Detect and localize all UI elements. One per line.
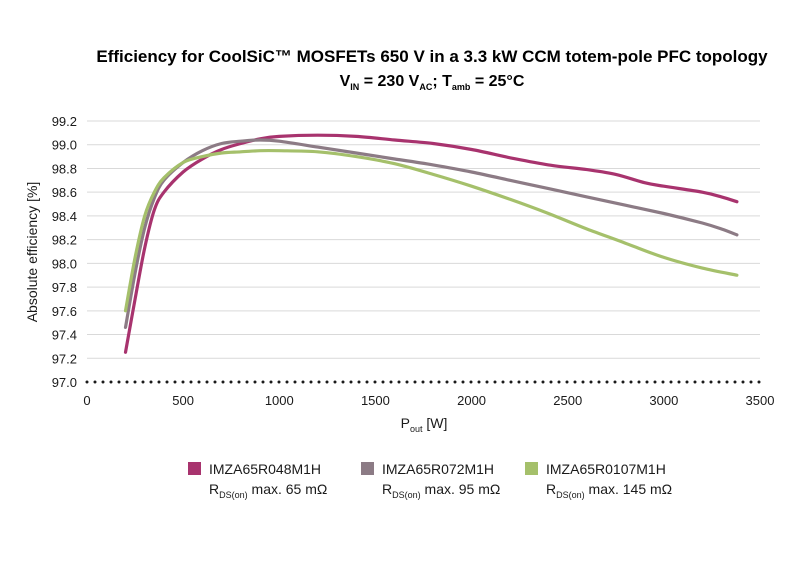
series-line-imza65r072m1h: [123, 138, 739, 329]
y-tick-label: 98.8: [52, 161, 77, 176]
x-tick-label: 3000: [649, 393, 678, 408]
y-tick-label: 98.2: [52, 233, 77, 248]
y-tick-label: 97.6: [52, 304, 77, 319]
legend-item-imza65r072m1h: IMZA65R072M1H RDS(on) max. 95 mΩ: [361, 461, 500, 500]
x-tick-label: 500: [172, 393, 194, 408]
y-axis-label: Absolute efficiency [%]: [24, 182, 40, 323]
legend-rds: RDS(on) max. 145 mΩ: [546, 481, 672, 500]
chart-subtitle: VIN = 230 VAC; Tamb = 25°C: [340, 73, 525, 92]
legend-item-imza65r0107m1h: IMZA65R0107M1H RDS(on) max. 145 mΩ: [525, 461, 672, 500]
y-tick-label: 98.4: [52, 209, 77, 224]
y-tick-label: 97.4: [52, 328, 77, 343]
series-line-imza65r048m1h: [123, 133, 739, 354]
x-tick-label: 1500: [361, 393, 390, 408]
legend-swatch: [361, 462, 374, 475]
y-tick-label: 97.8: [52, 280, 77, 295]
legend-rds: RDS(on) max. 95 mΩ: [382, 481, 500, 500]
legend-rds: RDS(on) max. 65 mΩ: [209, 481, 327, 500]
legend-swatch: [525, 462, 538, 475]
y-tick-label: 97.2: [52, 351, 77, 366]
legend-swatch: [188, 462, 201, 475]
x-tick-label: 3500: [746, 393, 775, 408]
y-tick-label: 99.0: [52, 138, 77, 153]
legend-label: IMZA65R072M1H: [382, 461, 494, 477]
legend-label: IMZA65R048M1H: [209, 461, 321, 477]
series-lines: [123, 133, 739, 354]
y-tick-label: 97.0: [52, 375, 77, 390]
y-tick-label: 99.2: [52, 114, 77, 129]
grid: [85, 120, 762, 384]
y-tick-label: 98.6: [52, 185, 77, 200]
x-axis-label: Pout [W]: [401, 415, 448, 434]
x-tick-label: 2500: [553, 393, 582, 408]
chart-title: Efficiency for CoolSiC™ MOSFETs 650 V in…: [96, 47, 768, 66]
x-tick-label: 2000: [457, 393, 486, 408]
x-tick-label: 1000: [265, 393, 294, 408]
legend: IMZA65R048M1H RDS(on) max. 65 mΩ IMZA65R…: [188, 461, 672, 500]
series-line-imza65r0107m1h: [123, 148, 739, 313]
legend-item-imza65r048m1h: IMZA65R048M1H RDS(on) max. 65 mΩ: [188, 461, 327, 500]
x-tick-label: 0: [83, 393, 90, 408]
y-tick-label: 98.0: [52, 256, 77, 271]
legend-label: IMZA65R0107M1H: [546, 461, 666, 477]
tick-labels: 97.0 97.2 97.4 97.6 97.8 98.0 98.2 98.4 98.6 98.8…: [52, 114, 775, 408]
